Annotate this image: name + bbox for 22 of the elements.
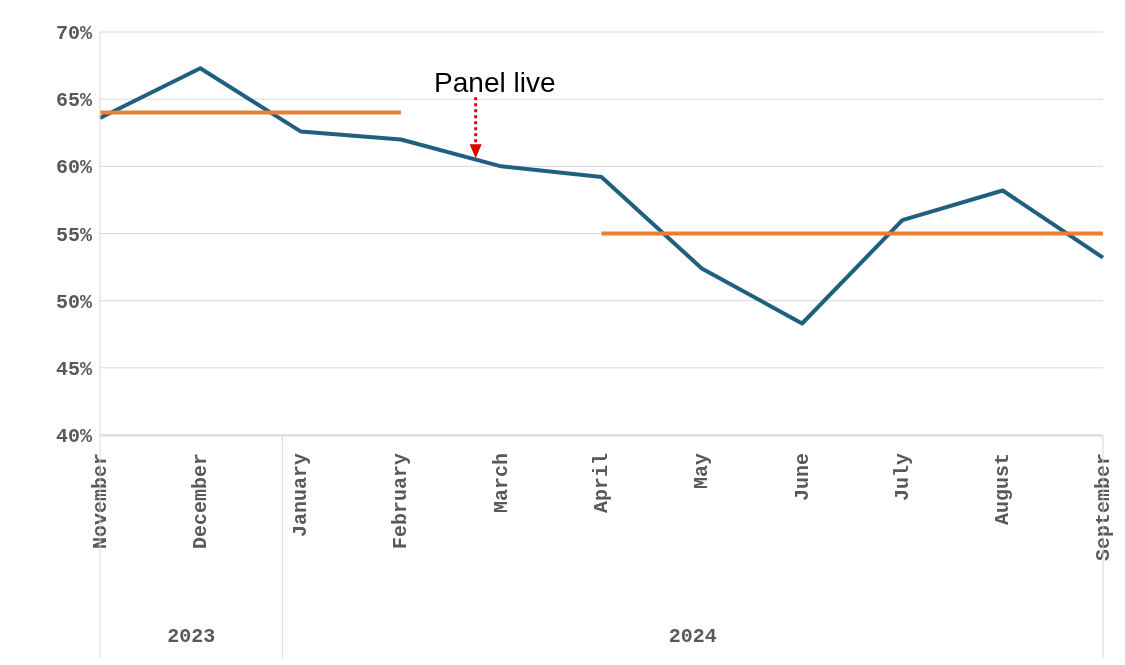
y-tick-label: 45% xyxy=(55,357,93,381)
x-tick-label: August xyxy=(991,453,1015,526)
y-tick-label: 65% xyxy=(55,89,93,113)
text: 2024 xyxy=(668,625,717,648)
x-tick-label: December xyxy=(188,453,212,550)
x-tick-label: April xyxy=(590,453,613,514)
x-tick-label: March xyxy=(489,453,513,514)
y-tick-label: 40% xyxy=(55,425,93,449)
text: 2023 xyxy=(167,625,216,648)
y-tick-label: 55% xyxy=(55,223,93,247)
x-tick-label: June xyxy=(790,453,814,502)
annotation: Panel live xyxy=(434,67,556,99)
x-tick-label: February xyxy=(389,453,413,550)
x-tick-label: November xyxy=(88,453,112,550)
x-tick-label: May xyxy=(690,453,714,490)
x-tick-label: January xyxy=(289,453,313,538)
y-tick-label: 60% xyxy=(55,156,93,180)
y-tick-label: 50% xyxy=(55,290,93,314)
x-tick-label: July xyxy=(890,453,914,502)
x-tick-label: September xyxy=(1091,453,1115,562)
y-tick-label: 70% xyxy=(55,22,93,46)
line-series xyxy=(98,66,1105,326)
